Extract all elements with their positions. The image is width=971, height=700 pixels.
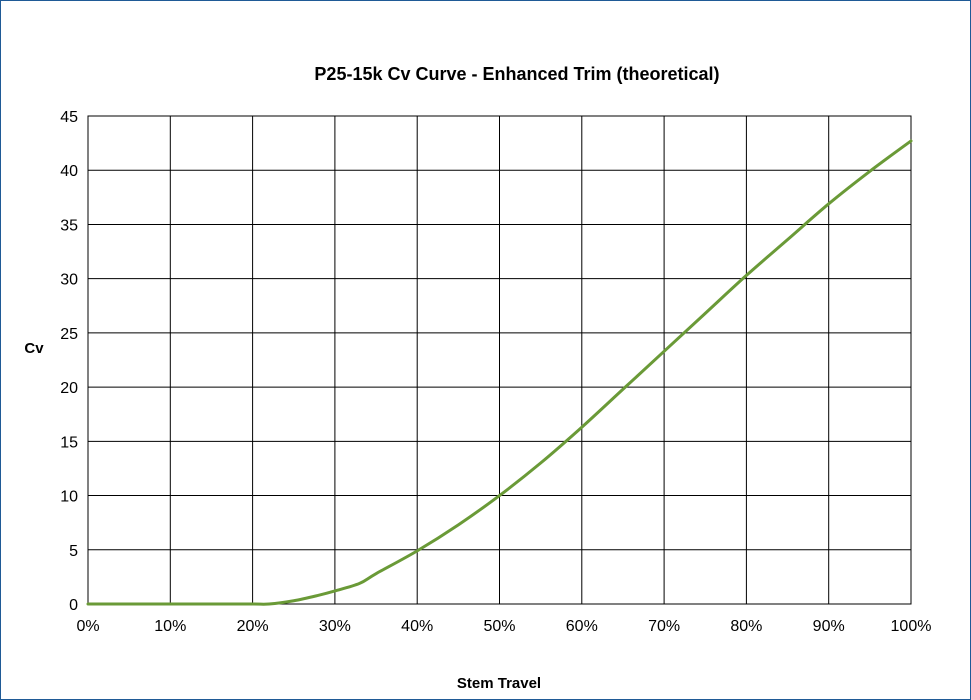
x-tick-label: 70% [648,618,680,635]
x-tick-label: 40% [401,618,433,635]
chart-title: P25-15k Cv Curve - Enhanced Trim (theore… [314,64,719,84]
y-tick-label: 0 [69,597,78,614]
y-tick-label: 30 [60,272,78,289]
cv-series-line [86,139,913,606]
y-axis-ticks: 0 5 10 15 20 25 30 35 40 45 [60,109,78,614]
y-tick-label: 5 [69,543,78,560]
y-tick-label: 25 [60,326,78,343]
x-tick-label: 20% [237,618,269,635]
y-tick-label: 15 [60,434,78,451]
x-axis-label: Stem Travel [457,675,541,692]
grid [87,115,912,605]
x-tick-label: 10% [154,618,186,635]
y-tick-label: 10 [60,489,78,506]
plot-area-border [87,115,912,605]
y-tick-label: 45 [60,109,78,126]
x-tick-label: 60% [566,618,598,635]
x-tick-label: 30% [319,618,351,635]
y-tick-label: 20 [60,380,78,397]
x-tick-label: 80% [730,618,762,635]
x-tick-label: 90% [813,618,845,635]
x-tick-label: 50% [483,618,515,635]
x-tick-label: 100% [891,618,932,635]
plot-border [87,115,912,605]
y-tick-label: 40 [60,163,78,180]
y-axis-label: Cv [24,340,44,357]
x-axis-ticks: 0% 10% 20% 30% 40% 50% 60% 70% 80% 90% 100% [76,618,931,635]
y-tick-label: 35 [60,217,78,234]
series-layer [86,139,913,606]
x-tick-label: 0% [76,618,99,635]
